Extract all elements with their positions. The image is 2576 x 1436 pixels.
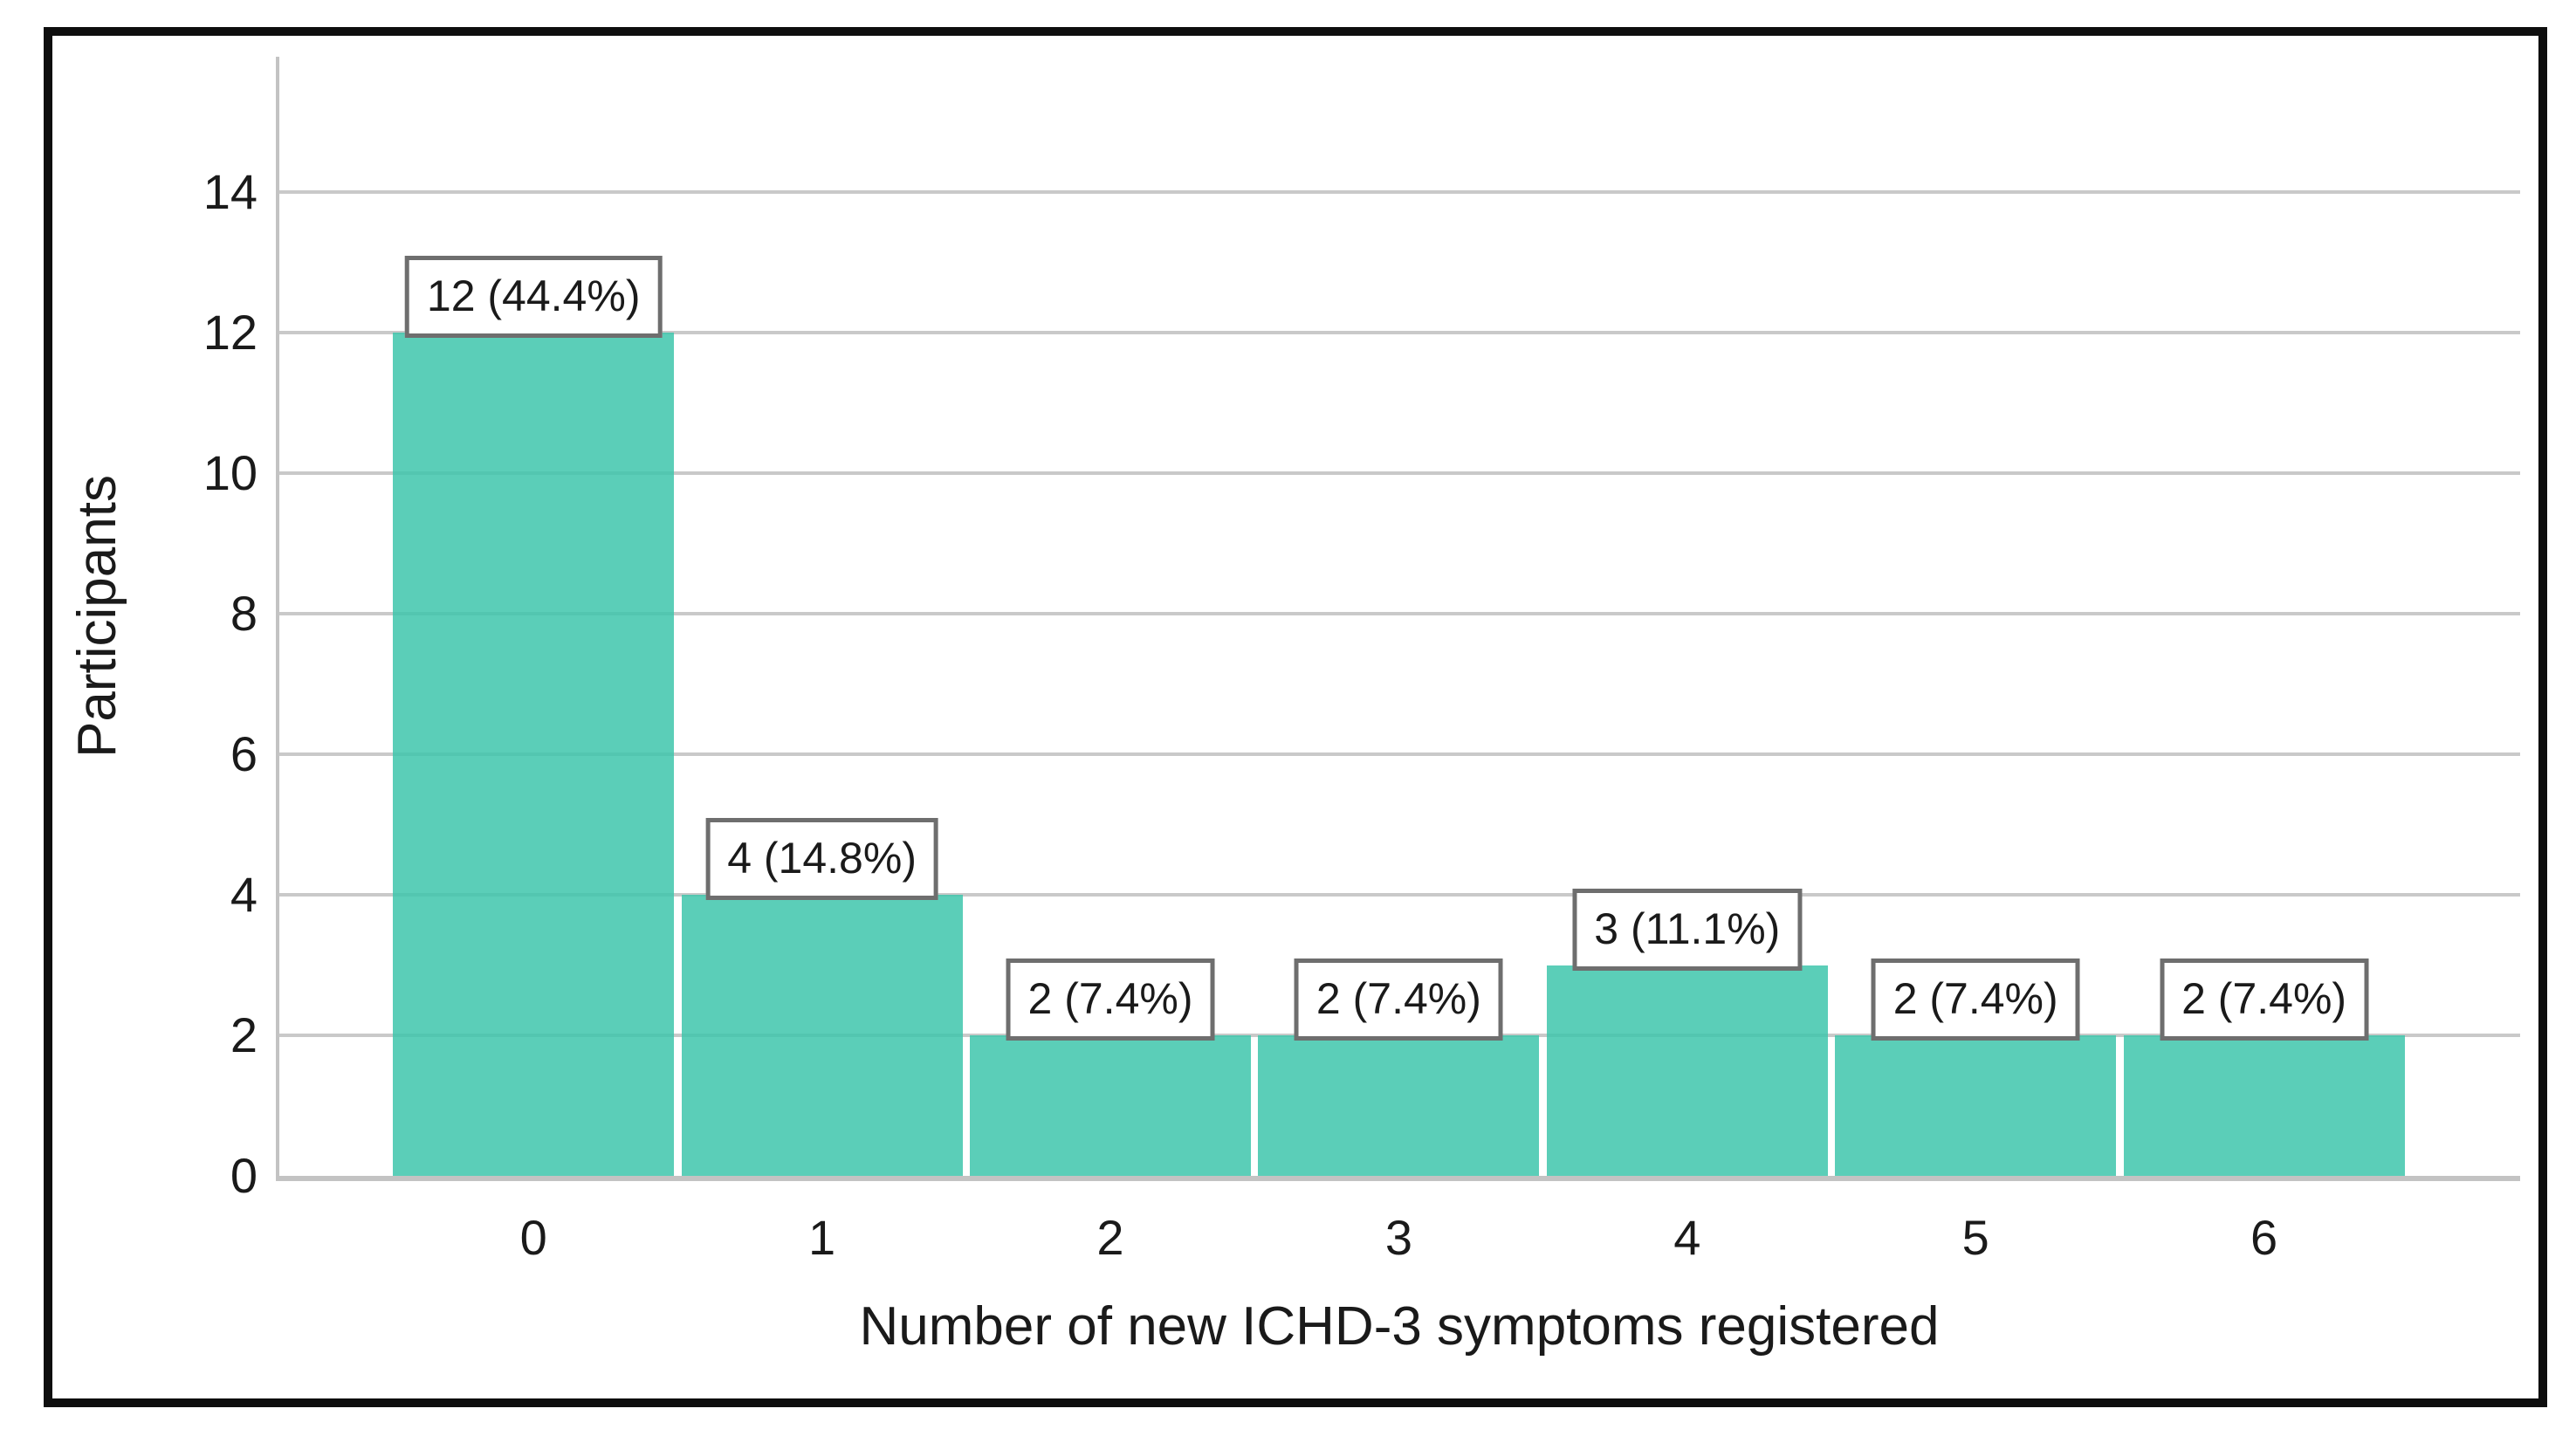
y-tick-label: 14 bbox=[203, 164, 258, 219]
bar-value-label: 2 (7.4%) bbox=[1294, 958, 1503, 1041]
bar-value-label: 2 (7.4%) bbox=[1006, 958, 1215, 1041]
x-axis-title: Number of new ICHD-3 symptoms registered bbox=[859, 1296, 1940, 1357]
bar-value-label: 3 (11.1%) bbox=[1572, 888, 1803, 971]
y-tick-label: 10 bbox=[203, 445, 258, 500]
gridline bbox=[279, 612, 2520, 615]
y-tick-label: 8 bbox=[230, 586, 258, 641]
y-tick-label: 2 bbox=[230, 1007, 258, 1062]
bar bbox=[1546, 965, 1828, 1176]
bar-value-label: 12 (44.4%) bbox=[404, 256, 663, 338]
gridline bbox=[279, 752, 2520, 756]
gridline bbox=[279, 331, 2520, 334]
x-tick-label: 6 bbox=[2250, 1210, 2278, 1265]
y-tick-label: 6 bbox=[230, 726, 258, 781]
bar bbox=[1835, 1035, 2117, 1176]
gridline bbox=[279, 893, 2520, 897]
bar-value-label: 4 (14.8%) bbox=[705, 818, 938, 900]
y-tick-label: 4 bbox=[230, 867, 258, 922]
x-tick-label: 2 bbox=[1096, 1210, 1124, 1265]
x-tick-label: 3 bbox=[1384, 1210, 1412, 1265]
bar bbox=[970, 1035, 1251, 1176]
gridline bbox=[279, 471, 2520, 475]
x-tick-label: 1 bbox=[808, 1210, 836, 1265]
gridline bbox=[279, 190, 2520, 194]
y-tick-label: 0 bbox=[230, 1148, 258, 1203]
x-axis-line bbox=[276, 1176, 2520, 1181]
x-tick-label: 0 bbox=[519, 1210, 547, 1265]
x-tick-label: 4 bbox=[1673, 1210, 1701, 1265]
bar bbox=[681, 895, 963, 1176]
y-tick-label: 12 bbox=[203, 305, 258, 360]
bar bbox=[393, 333, 675, 1176]
y-axis-line bbox=[276, 57, 279, 1181]
bar bbox=[1258, 1035, 1540, 1176]
bar-value-label: 2 (7.4%) bbox=[1871, 958, 2080, 1041]
bar-value-label: 2 (7.4%) bbox=[2160, 958, 2369, 1041]
bar bbox=[2123, 1035, 2405, 1176]
x-tick-label: 5 bbox=[1961, 1210, 1989, 1265]
